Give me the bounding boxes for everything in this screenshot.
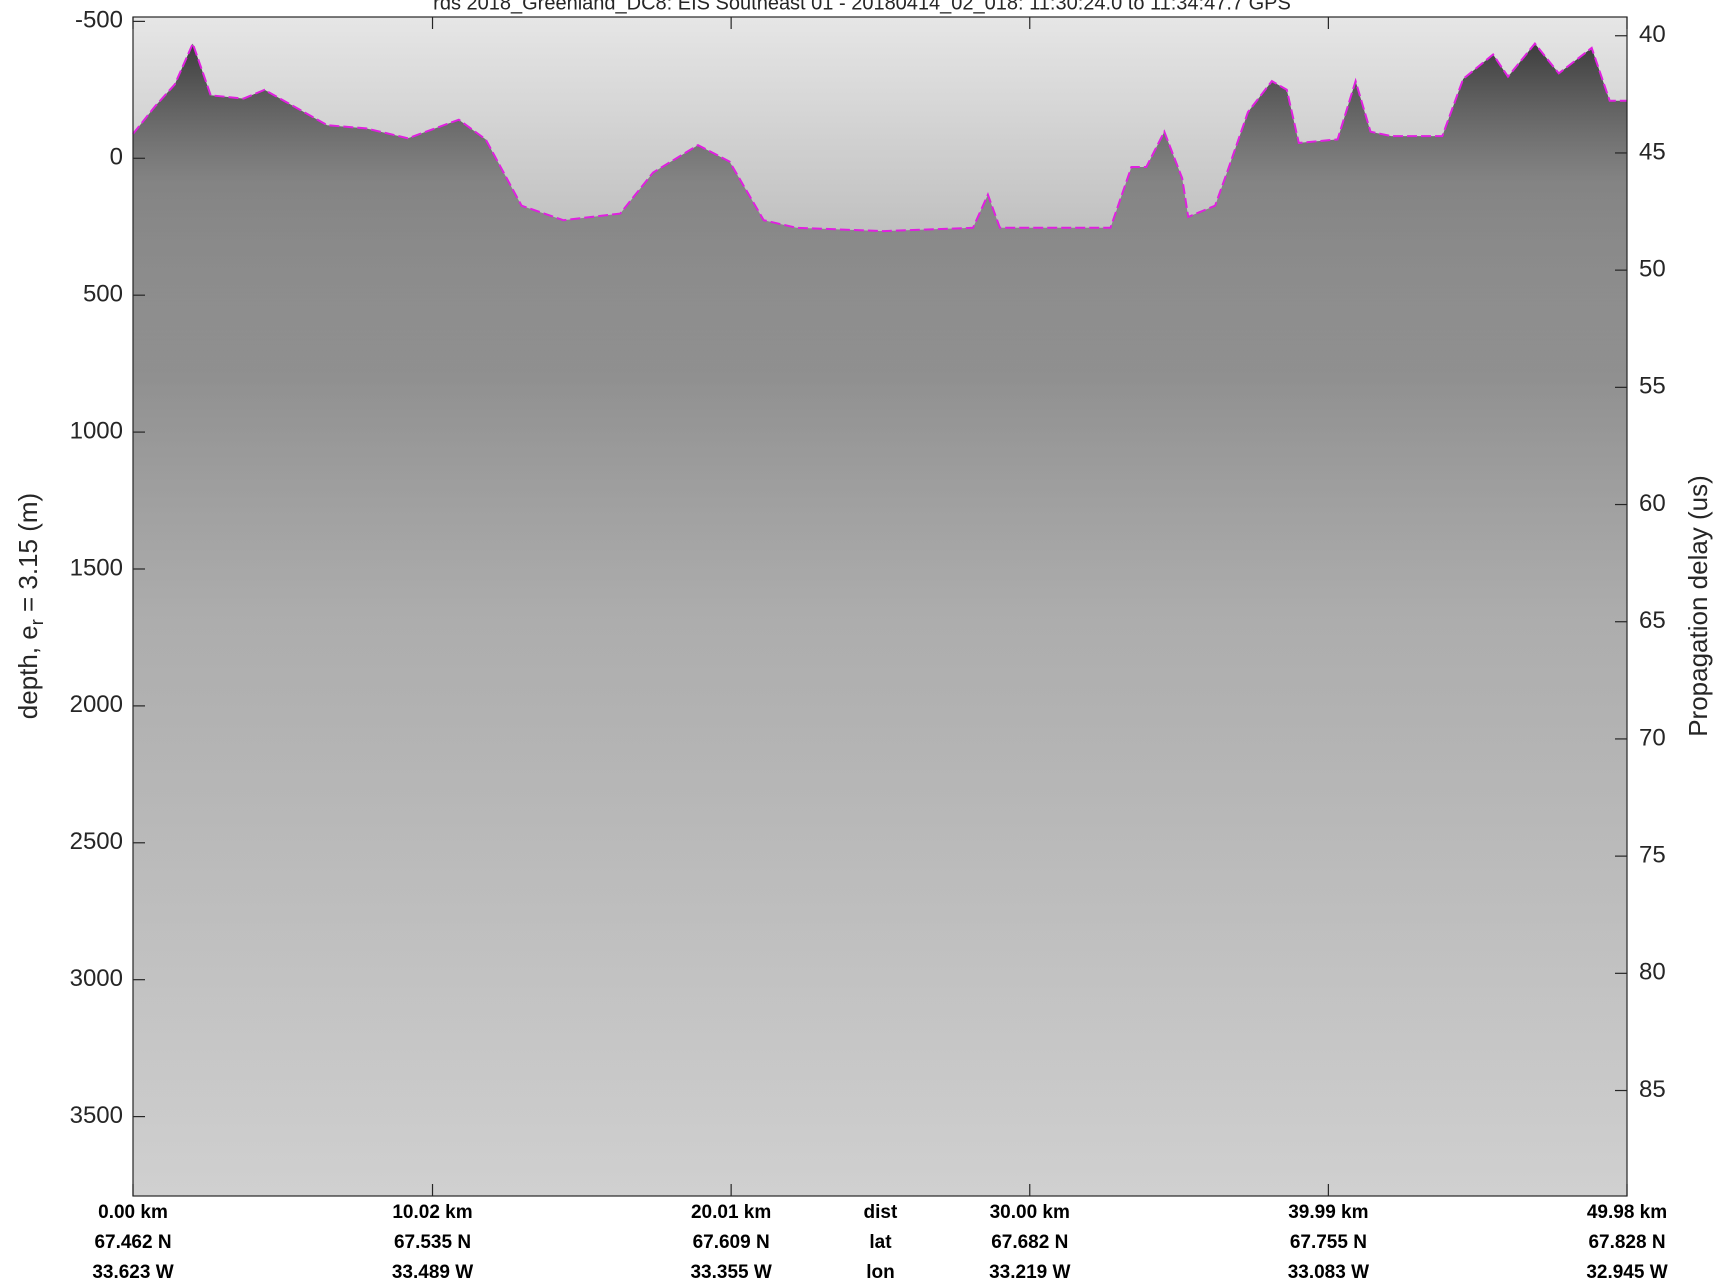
y2-tick-label: 60 — [1639, 490, 1666, 517]
x-tick-label: 10.02 km — [392, 1202, 472, 1223]
lon-label: 33.489 W — [392, 1262, 473, 1281]
y-tick-label: 3000 — [70, 965, 123, 992]
y-tick-label: 500 — [83, 281, 123, 308]
y2-tick-label: 75 — [1639, 841, 1666, 868]
x-tick-label: 39.99 km — [1288, 1202, 1368, 1223]
y2-tick-label: 50 — [1639, 255, 1666, 282]
lat-label: 67.535 N — [394, 1232, 471, 1253]
y2-tick-label: 40 — [1639, 21, 1666, 48]
y-tick-label: -500 — [75, 7, 123, 34]
y2-tick-label: 65 — [1639, 607, 1666, 634]
x-tick-label: 30.00 km — [990, 1202, 1070, 1223]
axes-box — [132, 16, 1628, 1197]
lon-label: 33.083 W — [1288, 1262, 1369, 1281]
x-tick-label: 49.98 km — [1587, 1202, 1667, 1223]
y-tick-label: 1500 — [70, 554, 123, 581]
y-tick-label: 0 — [110, 144, 123, 171]
lat-label: 67.609 N — [693, 1232, 770, 1253]
y2-tick-label: 45 — [1639, 138, 1666, 165]
lat-label: 67.682 N — [991, 1232, 1068, 1253]
x-tick-label: 20.01 km — [691, 1202, 771, 1223]
lon-label: 32.945 W — [1586, 1262, 1667, 1281]
lon-label: 33.355 W — [690, 1262, 771, 1281]
row-name: lat — [869, 1232, 892, 1253]
y-tick-label: 2000 — [70, 691, 123, 718]
y2-tick-label: 70 — [1639, 724, 1666, 751]
x-tick-label: 0.00 km — [98, 1202, 168, 1223]
row-name: lon — [866, 1262, 895, 1281]
y-tick-label: 1000 — [70, 417, 123, 444]
y2-tick-label: 85 — [1639, 1076, 1666, 1103]
y-label-text: depth, e — [13, 625, 43, 719]
y-label-subscript: r — [27, 619, 47, 625]
lat-label: 67.462 N — [94, 1232, 171, 1253]
y-axis-label: depth, er = 3.15 (m) — [13, 493, 47, 719]
y-label-text: = 3.15 (m) — [13, 493, 43, 619]
y2-axis-label: Propagation delay (us) — [1683, 475, 1713, 737]
lon-label: 33.623 W — [92, 1262, 173, 1281]
row-name: dist — [864, 1202, 898, 1223]
plot-area — [132, 40, 1627, 1197]
chart-title: rds 2018_Greenland_DC8: EIS Southeast 01… — [433, 0, 1291, 14]
lat-label: 67.755 N — [1290, 1232, 1367, 1253]
y2-tick-label: 55 — [1639, 373, 1666, 400]
lon-label: 33.219 W — [989, 1262, 1070, 1281]
bed-echo-shading — [133, 43, 1627, 1197]
y2-tick-label: 80 — [1639, 959, 1666, 986]
y-tick-label: 2500 — [70, 828, 123, 855]
surface-line — [132, 40, 1627, 233]
y-tick-label: 3500 — [70, 1102, 123, 1129]
lat-label: 67.828 N — [1588, 1232, 1665, 1253]
